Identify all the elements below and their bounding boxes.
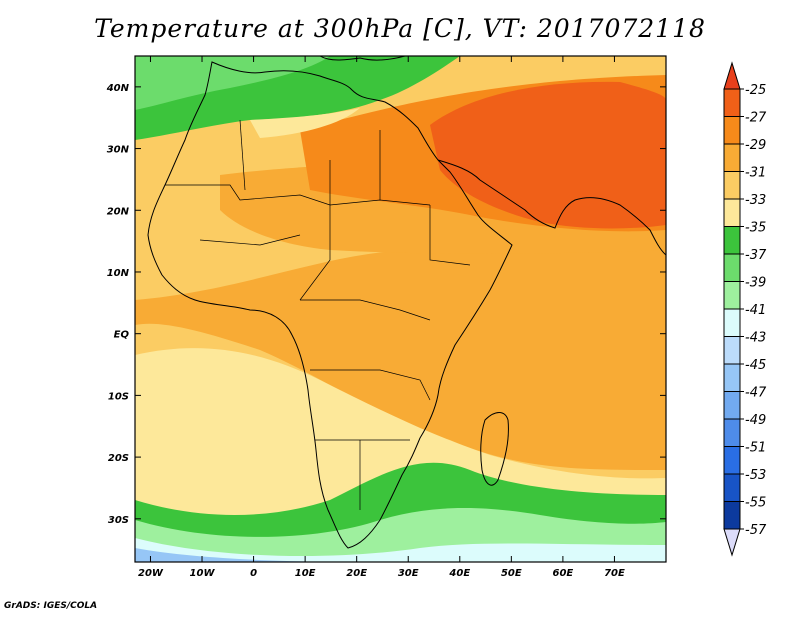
colorbar-label: -39 bbox=[745, 276, 766, 291]
border-central bbox=[300, 299, 431, 321]
lon-tick-label: 10E bbox=[295, 568, 316, 579]
colorbar-bin bbox=[723, 253, 741, 282]
colorbar-bin bbox=[723, 281, 741, 310]
lon-tick-label: 40E bbox=[448, 568, 470, 579]
colorbar-label: -33 bbox=[745, 193, 766, 208]
lat-tick-label: 10S bbox=[108, 391, 129, 402]
madagascar-outline bbox=[480, 412, 509, 486]
field-med-light bbox=[135, 56, 330, 110]
lat-tick-label: 30N bbox=[107, 145, 130, 156]
border-west bbox=[199, 234, 301, 246]
colorbar-label: -31 bbox=[745, 166, 766, 181]
europe-coast bbox=[319, 56, 406, 61]
field-band-31 bbox=[135, 245, 666, 470]
colorbar-bin bbox=[723, 501, 741, 530]
colorbar-bin bbox=[723, 143, 741, 172]
colorbar-label: -49 bbox=[745, 413, 766, 428]
lon-tick-label: 20W bbox=[138, 568, 164, 579]
field-south-blue bbox=[135, 548, 360, 562]
lon-tick-label: 10W bbox=[190, 568, 216, 579]
colorbar-bin bbox=[723, 88, 741, 117]
colorbar-label: -29 bbox=[745, 138, 766, 153]
border-sudan bbox=[429, 205, 471, 266]
colorbar-bin bbox=[723, 446, 741, 475]
colorbar-bottom-arrow bbox=[723, 528, 741, 557]
colorbar-label: -43 bbox=[745, 331, 766, 346]
lon-tick-label: 20E bbox=[346, 568, 367, 579]
colorbar-label: -27 bbox=[745, 111, 767, 126]
colorbar-label: -45 bbox=[745, 358, 766, 373]
colorbar-bin bbox=[723, 473, 741, 502]
lat-tick-label: 10N bbox=[107, 268, 130, 279]
lat-tick-label: 30S bbox=[108, 515, 129, 526]
colorbar-bin bbox=[723, 116, 741, 145]
temperature-field bbox=[135, 56, 666, 562]
coastlines bbox=[147, 56, 666, 549]
colorbar-label: -53 bbox=[745, 468, 766, 483]
longitude-axis: 20W 10W 0 10E 20E 30E 40E 50E 60E 70E bbox=[138, 56, 625, 579]
colorbar-bin bbox=[723, 171, 741, 200]
lat-tick-label: EQ bbox=[114, 330, 130, 341]
lon-tick-label: 30E bbox=[398, 568, 419, 579]
colorbar-label: -35 bbox=[745, 221, 766, 236]
field-south-cyan bbox=[135, 538, 666, 562]
colorbar-label: -55 bbox=[745, 496, 766, 511]
field-core-25 bbox=[430, 81, 666, 229]
lat-tick-label: 20S bbox=[108, 453, 129, 464]
africa-outline bbox=[147, 61, 513, 549]
colorbar-label: -25 bbox=[745, 83, 766, 98]
colorbar-label: -57 bbox=[745, 523, 767, 538]
colorbar-bin bbox=[723, 308, 741, 337]
plot-frame bbox=[134, 55, 667, 563]
country-borders bbox=[165, 119, 471, 510]
colorbar-label: -47 bbox=[745, 386, 767, 401]
border-south-central bbox=[310, 369, 431, 401]
colorbar-label: -41 bbox=[745, 303, 766, 318]
lat-tick-label: 20N bbox=[107, 206, 130, 217]
field-med-edge bbox=[250, 108, 360, 138]
colorbar-bin bbox=[723, 418, 741, 447]
credit-text: GrADS: IGES/COLA bbox=[4, 601, 98, 611]
colorbar-bin bbox=[723, 336, 741, 365]
colorbar-label: -37 bbox=[745, 248, 767, 263]
lon-tick-label: 70E bbox=[604, 568, 625, 579]
chart-title: Temperature at 300hPa [C], VT: 201707211… bbox=[94, 14, 706, 43]
arabia-outline bbox=[437, 159, 666, 256]
colorbar-label: -51 bbox=[745, 441, 766, 456]
colorbar: -25 -27 -29 -31 -33 -35 -37 -39 -41 -43 -45 -47 -49 -… bbox=[723, 61, 767, 557]
colorbar-bin bbox=[723, 391, 741, 420]
lat-tick-label: 40N bbox=[106, 83, 130, 94]
lon-tick-label: 50E bbox=[501, 568, 522, 579]
lon-tick-label: 0 bbox=[250, 568, 257, 579]
latitude-axis: 40N 30N 20N 10N EQ 10S 20S 30S bbox=[106, 83, 666, 526]
lon-tick-label: 60E bbox=[553, 568, 574, 579]
colorbar-top-arrow bbox=[723, 61, 741, 90]
colorbar-bin bbox=[723, 363, 741, 392]
colorbar-bin bbox=[723, 198, 741, 227]
border-algeria bbox=[239, 119, 246, 191]
border-niger-chad bbox=[299, 160, 331, 301]
colorbar-bin bbox=[723, 226, 741, 255]
